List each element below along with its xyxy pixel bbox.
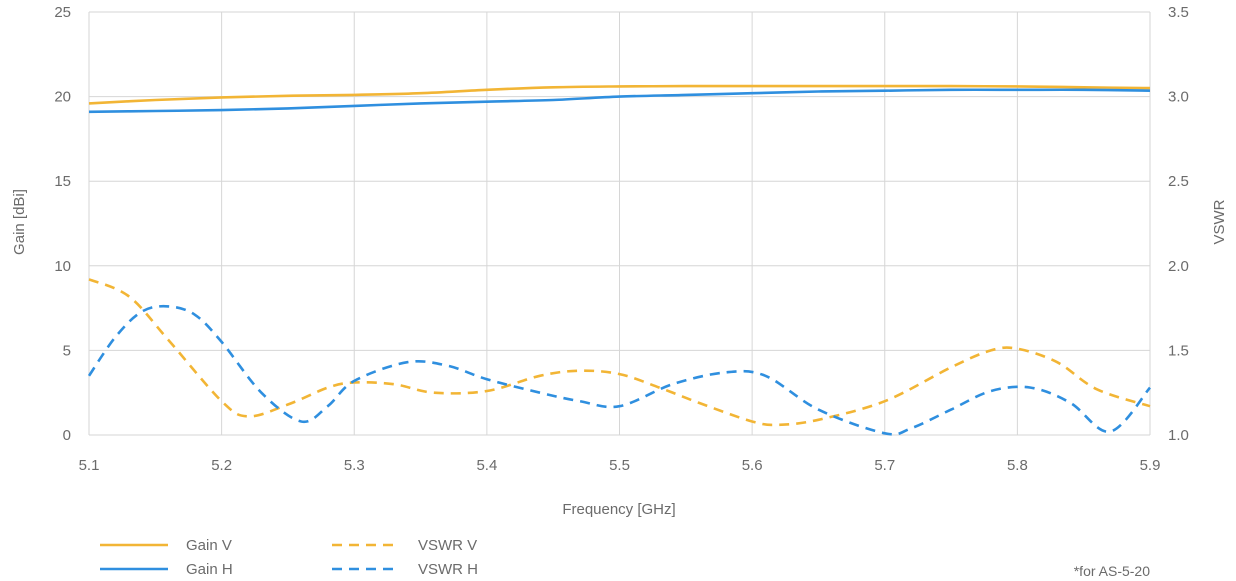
x-tick-label: 5.4 [476, 457, 497, 474]
x-tick-label: 5.3 [344, 457, 365, 474]
y2-axis-title: VSWR [1211, 199, 1228, 244]
y2-tick-label: 2.5 [1168, 173, 1189, 190]
legend-label: VSWR H [418, 561, 478, 578]
grid [88, 11, 1151, 436]
y-tick-label: 15 [54, 173, 71, 190]
y2-tick-label: 3.5 [1168, 4, 1189, 21]
legend-label: VSWR V [418, 537, 477, 554]
x-tick-label: 5.8 [1007, 457, 1028, 474]
x-tick-label: 5.9 [1140, 457, 1161, 474]
y-tick-label: 10 [54, 258, 71, 275]
y-tick-label: 0 [63, 427, 71, 444]
tick-labels: 0 1.0 5 1.5 10 2.0 15 2.5 20 3.0 25 3.5 5.1 5.2 5.3 5.4… [54, 4, 1189, 474]
legend-label: Gain H [186, 561, 233, 578]
y-tick-label: 5 [63, 342, 71, 359]
series-line-gain-h [88, 88, 1151, 114]
y-axis-title: Gain [dBi] [11, 189, 28, 255]
y2-tick-label: 2.0 [1168, 258, 1189, 275]
x-tick-label: 5.1 [79, 457, 100, 474]
series-layer [87, 84, 1152, 436]
series-line-vswr-h [87, 304, 1152, 436]
legend-label: Gain V [186, 537, 232, 554]
x-tick-label: 5.5 [609, 457, 630, 474]
x-tick-label: 5.6 [742, 457, 763, 474]
y-tick-label: 25 [54, 4, 71, 21]
y-tick-label: 20 [54, 89, 71, 106]
x-axis-title: Frequency [GHz] [562, 501, 675, 518]
y2-tick-label: 1.0 [1168, 427, 1189, 444]
x-tick-label: 5.7 [874, 457, 895, 474]
legend: Gain V Gain H VSWR V VSWR H [100, 537, 478, 578]
x-tick-label: 5.2 [211, 457, 232, 474]
y2-tick-label: 1.5 [1168, 342, 1189, 359]
footnote: *for AS-5-20 [1074, 563, 1150, 579]
series-line-vswr-v [88, 278, 1151, 427]
series-line-gain-v [88, 84, 1151, 105]
y2-tick-label: 3.0 [1168, 89, 1189, 106]
